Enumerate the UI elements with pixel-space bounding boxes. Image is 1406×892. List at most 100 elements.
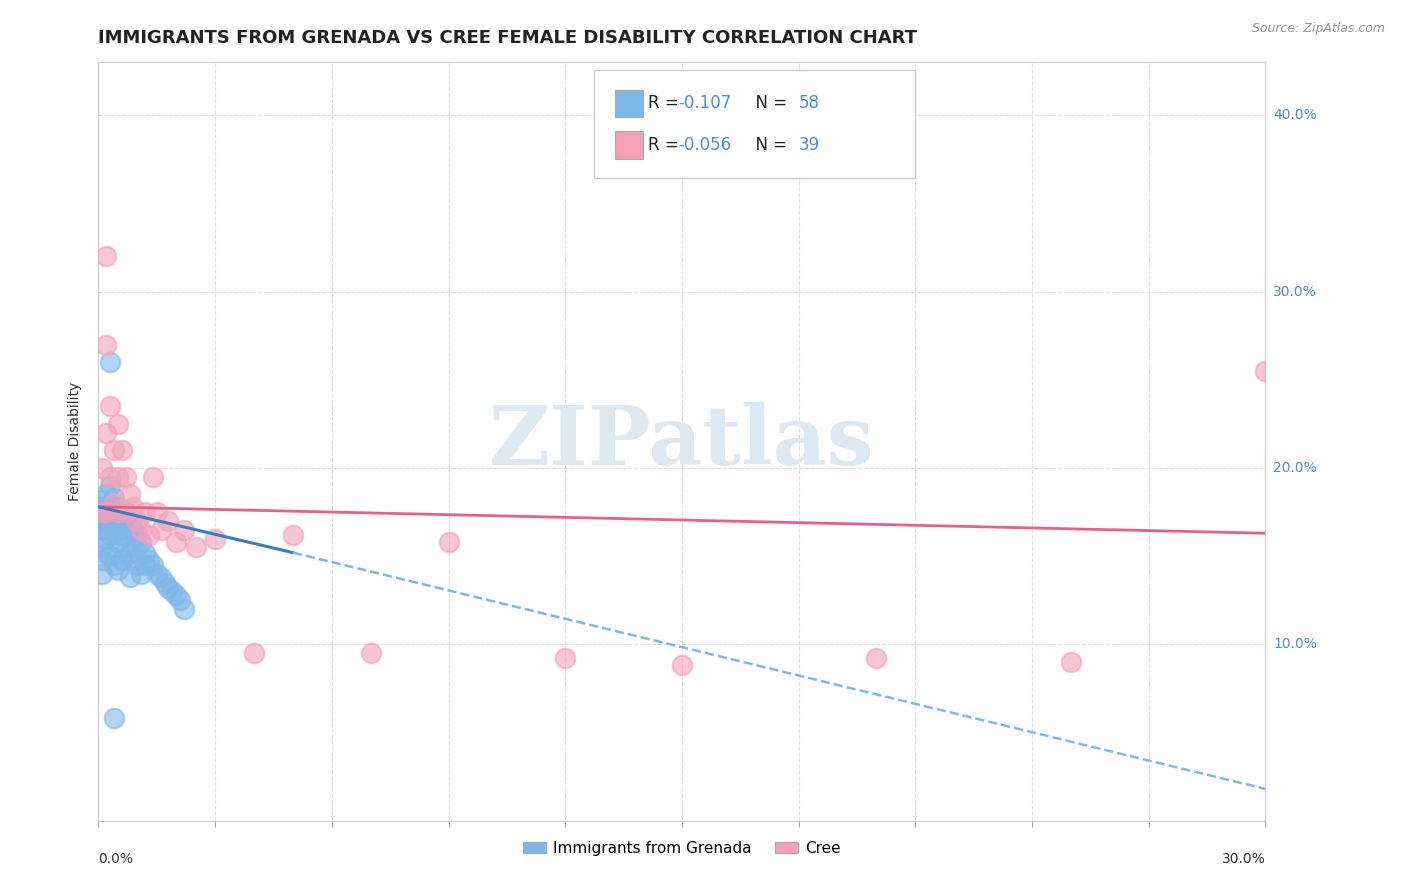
Point	[97, 517, 120, 532]
Point	[671, 658, 693, 673]
Point	[1254, 364, 1277, 378]
Text: IMMIGRANTS FROM GRENADA VS CREE FEMALE DISABILITY CORRELATION CHART: IMMIGRANTS FROM GRENADA VS CREE FEMALE D…	[98, 29, 918, 47]
Point	[127, 558, 149, 572]
Point	[103, 510, 125, 524]
Text: 30.0%: 30.0%	[1222, 853, 1265, 866]
Point	[91, 523, 114, 537]
Text: 0.0%: 0.0%	[98, 853, 134, 866]
Point	[127, 528, 149, 542]
Point	[98, 399, 121, 413]
Point	[142, 470, 165, 484]
Point	[138, 528, 160, 542]
Point	[114, 514, 136, 528]
Text: 20.0%: 20.0%	[1274, 461, 1317, 475]
Point	[127, 541, 149, 555]
Point	[91, 461, 114, 475]
Point	[1060, 655, 1083, 669]
Point	[243, 646, 266, 660]
Point	[96, 505, 118, 519]
Point	[118, 517, 141, 532]
Point	[118, 570, 141, 584]
Point	[134, 558, 156, 572]
Point	[169, 593, 191, 607]
Point	[114, 541, 136, 555]
Point	[111, 517, 134, 532]
Point	[96, 337, 118, 351]
Point	[89, 500, 111, 514]
Point	[165, 535, 187, 549]
Point	[107, 417, 129, 431]
Point	[96, 249, 118, 263]
FancyBboxPatch shape	[616, 131, 644, 159]
Text: N =: N =	[745, 95, 793, 112]
FancyBboxPatch shape	[616, 90, 644, 117]
Text: R =: R =	[648, 136, 685, 154]
Point	[98, 478, 121, 492]
Text: 39: 39	[799, 136, 820, 154]
Point	[865, 651, 887, 665]
Point	[157, 581, 180, 595]
Point	[107, 500, 129, 514]
Point	[173, 523, 195, 537]
Point	[149, 523, 172, 537]
Point	[153, 575, 176, 590]
Text: N =: N =	[745, 136, 793, 154]
Text: 30.0%: 30.0%	[1274, 285, 1317, 299]
Point	[204, 532, 226, 546]
Y-axis label: Female Disability: Female Disability	[69, 382, 83, 501]
Point	[360, 646, 382, 660]
Point	[138, 552, 160, 566]
Point	[96, 425, 118, 440]
Point	[142, 558, 165, 572]
Point	[127, 514, 149, 528]
Point	[157, 514, 180, 528]
Point	[122, 552, 145, 566]
Point	[114, 505, 136, 519]
Point	[146, 566, 169, 581]
Point	[96, 510, 118, 524]
Point	[134, 505, 156, 519]
Point	[122, 523, 145, 537]
Text: -0.107: -0.107	[679, 95, 731, 112]
Text: R =: R =	[648, 95, 685, 112]
Point	[103, 443, 125, 458]
Point	[98, 528, 121, 542]
Point	[107, 505, 129, 519]
Point	[122, 500, 145, 514]
Point	[281, 528, 304, 542]
Point	[96, 500, 118, 514]
Point	[91, 552, 114, 566]
Point	[96, 487, 118, 501]
Point	[98, 355, 121, 369]
Point	[103, 496, 125, 510]
Point	[111, 528, 134, 542]
FancyBboxPatch shape	[595, 70, 915, 178]
Point	[111, 443, 134, 458]
Point	[118, 546, 141, 560]
Text: 10.0%: 10.0%	[1274, 637, 1317, 651]
Legend: Immigrants from Grenada, Cree: Immigrants from Grenada, Cree	[517, 835, 846, 863]
Text: -0.056: -0.056	[679, 136, 731, 154]
Text: Source: ZipAtlas.com: Source: ZipAtlas.com	[1251, 22, 1385, 36]
Point	[122, 523, 145, 537]
Point	[91, 541, 114, 555]
Point	[96, 546, 118, 560]
Point	[107, 535, 129, 549]
Point	[103, 558, 125, 572]
Point	[91, 566, 114, 581]
Point	[173, 602, 195, 616]
Point	[93, 505, 115, 519]
Point	[118, 487, 141, 501]
Point	[165, 588, 187, 602]
Point	[107, 563, 129, 577]
Point	[114, 505, 136, 519]
Point	[103, 491, 125, 505]
Point	[129, 535, 152, 549]
Point	[96, 532, 118, 546]
Point	[107, 514, 129, 528]
Point	[98, 470, 121, 484]
Point	[149, 570, 172, 584]
Point	[107, 470, 129, 484]
Point	[114, 470, 136, 484]
Text: 58: 58	[799, 95, 820, 112]
